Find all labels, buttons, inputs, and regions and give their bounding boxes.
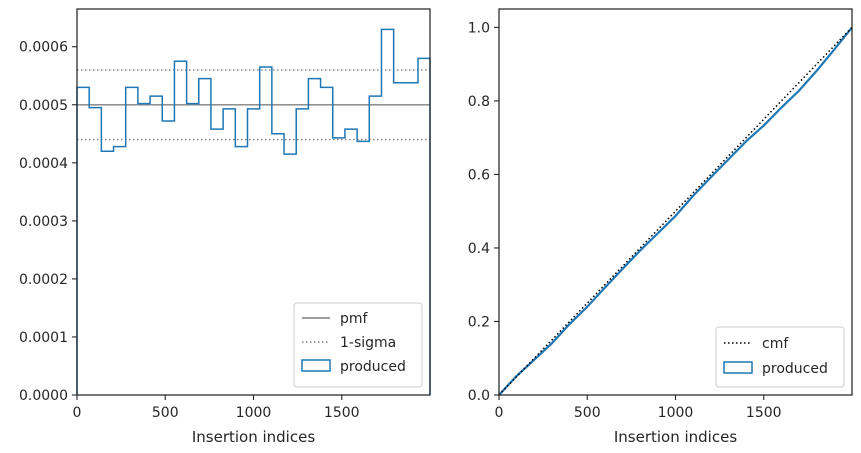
left-x-tick-label: 1500 xyxy=(324,405,360,421)
left-x-tick-label: 0 xyxy=(73,405,82,421)
right-x-tick-label: 500 xyxy=(574,405,601,421)
right-y-tick-label: 1.0 xyxy=(468,20,490,36)
right-x-tick-label: 1500 xyxy=(746,405,782,421)
left-x-axis-label: Insertion indices xyxy=(192,428,315,446)
cmf-series-line xyxy=(498,26,853,396)
right-y-tick-label: 0.8 xyxy=(468,94,490,110)
left-x-tick-label: 1000 xyxy=(236,405,272,421)
right-y-tick-label: 0.6 xyxy=(468,167,490,183)
right-x-tick-label: 1000 xyxy=(658,405,694,421)
left-y-tick-label: 0.0004 xyxy=(19,156,68,172)
left-y-tick-label: 0.0005 xyxy=(19,98,68,114)
legend-box xyxy=(715,326,845,388)
right-legend: cmf produced xyxy=(715,326,845,388)
left-y-tick-label: 0.0002 xyxy=(19,272,68,288)
right-x-axis-label: Insertion indices xyxy=(614,428,737,446)
right-y-tick-label: 0.2 xyxy=(468,314,490,330)
left-y-tick-label: 0.0001 xyxy=(19,330,68,346)
left-y-tick-label: 0.0000 xyxy=(19,388,68,404)
pmf-chart-panel: 0 500 1000 1500 0.0000 0.0001 0.0002 0.0003 0.00… xyxy=(19,8,431,446)
right-y-tick-label: 0.0 xyxy=(468,388,490,404)
left-x-tick-label: 500 xyxy=(152,405,179,421)
legend-label-cmf: cmf xyxy=(762,336,789,352)
legend-label-produced: produced xyxy=(762,361,828,377)
produced-series-line xyxy=(498,26,853,396)
legend-box xyxy=(293,302,423,388)
produced-histogram-step xyxy=(76,28,431,395)
legend-label-pmf: pmf xyxy=(340,311,369,327)
right-y-tick-label: 0.4 xyxy=(468,241,490,257)
cmf-chart-panel: 0 500 1000 1500 0.0 0.2 0.4 0.6 0.8 1.0 Insertion… xyxy=(468,8,853,446)
left-y-tick-label: 0.0003 xyxy=(19,214,68,230)
legend-swatch-produced xyxy=(723,361,753,374)
left-legend: pmf 1-sigma produced xyxy=(293,302,423,388)
legend-swatch-produced xyxy=(301,359,331,372)
legend-label-produced: produced xyxy=(340,359,406,375)
left-y-tick-label: 0.0006 xyxy=(19,40,68,56)
legend-label-1-sigma: 1-sigma xyxy=(340,335,396,351)
right-x-tick-label: 0 xyxy=(495,405,504,421)
